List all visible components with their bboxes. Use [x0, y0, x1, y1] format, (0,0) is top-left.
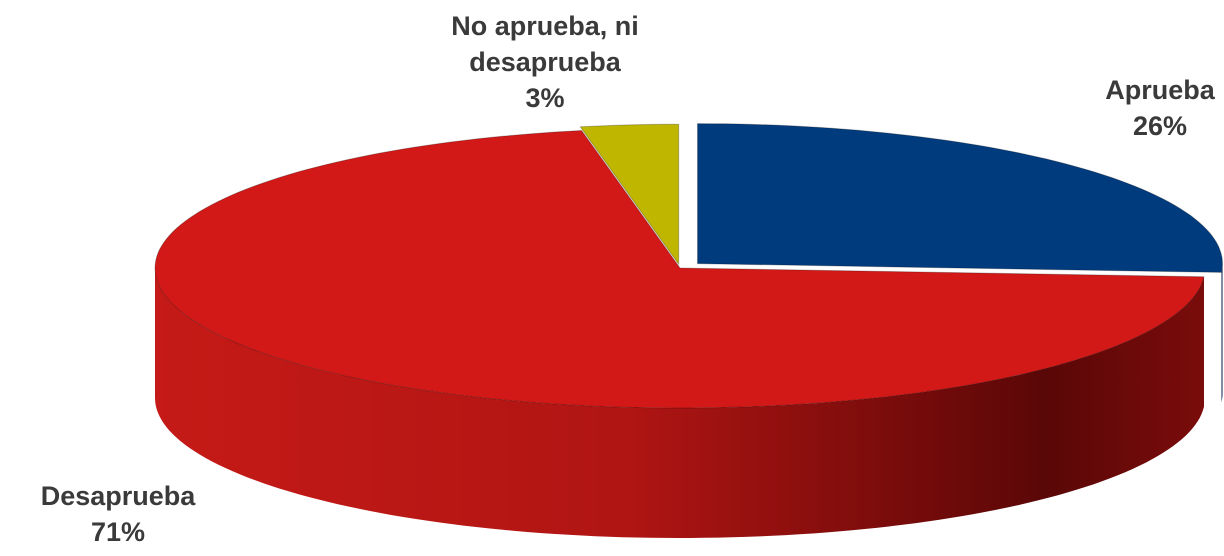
- slice: [579, 123, 680, 266]
- value-label: 71%: [90, 517, 146, 547]
- data-label: No aprueba, ni desaprueba 3%: [438, 8, 653, 116]
- category-label: Desaprueba: [40, 481, 196, 511]
- category-label: No aprueba, ni desaprueba: [451, 11, 639, 77]
- data-label: Aprueba 26%: [1040, 72, 1224, 144]
- value-label: 3%: [525, 83, 565, 113]
- slice: [154, 129, 1205, 409]
- slice: [697, 123, 1224, 273]
- data-label: Desaprueba 71%: [0, 478, 238, 550]
- slice-side: [155, 268, 1204, 538]
- value-label: 26%: [1132, 111, 1188, 141]
- slice-side: [1221, 263, 1223, 403]
- category-label: Aprueba: [1105, 75, 1215, 105]
